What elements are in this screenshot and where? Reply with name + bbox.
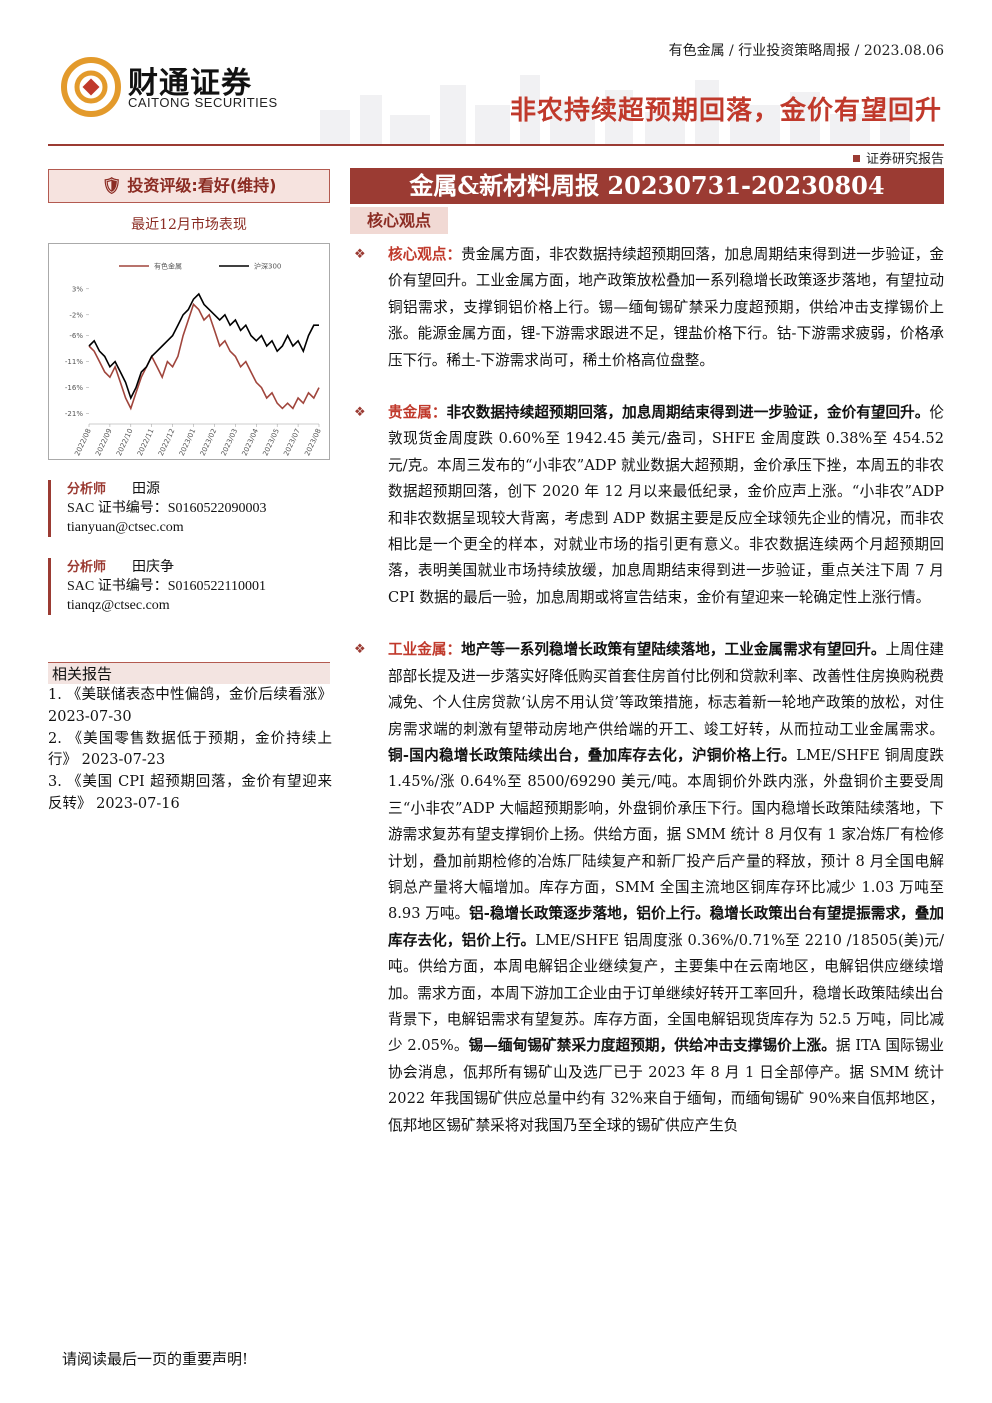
bold-text: 铜-国内稳增长政策陆续出台，叠加库存去化，沪铜价格上行。 bbox=[388, 746, 797, 764]
analyst: 分析师 田庆争 SAC 证书编号：S0160522110001 tianqz@ctse… bbox=[48, 558, 330, 615]
analyst-name-row: 分析师 田庆争 bbox=[67, 558, 330, 577]
x-tick-label: 2023/07 bbox=[282, 427, 302, 457]
bullet: ❖ bbox=[354, 642, 366, 658]
bullet: ❖ bbox=[354, 247, 366, 262]
related-title: 相关报告 bbox=[48, 662, 330, 684]
rating: 🛡 投资评级:看好(维持) bbox=[48, 169, 330, 203]
report-type: 证券研究报告 bbox=[853, 148, 944, 167]
paragraph: ❖ 贵金属：非农数据持续超预期回落，加息周期结束得到进一步验证，金价有望回升。伦敦… bbox=[354, 400, 944, 611]
body-text: LME/SHFE 铝周度涨 0.36%/0.71%至 2210 /18505(美… bbox=[388, 931, 944, 1055]
report-banner: 金属&新材料周报 20230731-20230804 bbox=[350, 168, 944, 204]
paragraph-label: 贵金属： bbox=[388, 404, 447, 422]
x-tick-label: 2023/05 bbox=[261, 427, 281, 457]
x-tick-label: 2023/01 bbox=[178, 427, 198, 457]
x-tick-label: 2022/09 bbox=[94, 427, 114, 457]
paragraph: ❖ 工业金属：地产等一系列稳增长政策有望陆续落地，工业金属需求有望回升。上周住建部… bbox=[354, 637, 944, 1139]
analyst-name-row: 分析师 田源 bbox=[67, 480, 330, 499]
bold-text: 铝-稳增长政策逐步落地，铝价上行。稳增长政策出台有望提振需求，叠加库存去化，铝价… bbox=[388, 905, 944, 949]
series-line bbox=[88, 302, 320, 411]
paragraphs: ❖ 核心观点：贵金属方面，非农数据持续超预期回落，加息周期结束得到进一步验证，金价… bbox=[354, 242, 944, 1165]
bold-text: 锡—缅甸锡矿禁采力度超预期，供给冲击支撑锡价上涨。 bbox=[468, 1037, 836, 1055]
headline: 非农持续超预期回落，金价有望回升 bbox=[509, 96, 942, 126]
analyst-name: 田庆争 bbox=[132, 560, 175, 575]
bold-text: 地产等一系列稳增长政策有望陆续落地，工业金属需求有望回升。 bbox=[461, 641, 886, 659]
analyst-label: 分析师 bbox=[67, 560, 107, 575]
section-tab: 核心观点 bbox=[350, 207, 448, 234]
x-tick-label: 2022/11 bbox=[136, 427, 156, 457]
analyst-email: tianqz@ctsec.com bbox=[67, 598, 170, 613]
legend-label: 有色金属 bbox=[154, 262, 182, 271]
analyst-label: 分析师 bbox=[67, 482, 107, 497]
bullet: ❖ bbox=[354, 405, 366, 421]
y-tick-label: -6% bbox=[69, 332, 83, 340]
rating-icon: 🛡 bbox=[101, 176, 128, 195]
paragraph-label: 工业金属： bbox=[388, 641, 462, 659]
y-tick-label: 3% bbox=[72, 285, 83, 293]
body-text: 上周住建部部长提及进一步落实好降低购买首套住房首付比例和贷款利率、改善性住房换购… bbox=[388, 641, 944, 738]
series-line bbox=[88, 292, 319, 401]
body-text: 伦敦现货金周度跌 0.60%至 1942.45 美元/盎司，SHFE 金周度跌 … bbox=[388, 404, 944, 606]
logo bbox=[61, 57, 121, 117]
body-text: 据 ITA 国际锡业协会消息，佤邦所有锡矿山及选厂已于 2023 年 8 月 1… bbox=[388, 1037, 944, 1134]
x-tick-label: 2023/08 bbox=[303, 427, 323, 457]
footer-notice: 请阅读最后一页的重要声明! bbox=[62, 1350, 249, 1368]
breadcrumb: 有色金属 / 行业投资策略周报 / 2023.08.06 bbox=[668, 43, 944, 59]
body-text: LME/SHFE 铜周度跌 1.45%/涨 0.64%至 8500/69290 … bbox=[388, 746, 944, 923]
x-tick-label: 2023/02 bbox=[199, 427, 219, 457]
analyst: 分析师 田源 SAC 证书编号：S0160522090003 tianyuan@cts… bbox=[48, 480, 330, 537]
chart: 3%-2%-6%-11%-16%-21%2022/08 2022/09 2022/1… bbox=[48, 243, 330, 460]
x-tick-label: 2022/08 bbox=[73, 427, 93, 457]
x-tick-label: 2023/03 bbox=[220, 427, 240, 457]
chart-caption: 最近12月市场表现 bbox=[131, 217, 247, 233]
y-tick-label: -16% bbox=[65, 384, 83, 392]
header-skyline bbox=[320, 75, 910, 145]
related-item: 1. 《美联储表态中性偏鸽，金价后续看涨》 2023-07-30 bbox=[48, 687, 332, 725]
company-name: 财通证券 bbox=[128, 66, 252, 101]
analyst-sac: SAC 证书编号：S0160522110001 bbox=[67, 579, 267, 594]
bold-text: 非农数据持续超预期回落，加息周期结束得到进一步验证，金价有望回升。 bbox=[446, 404, 930, 422]
y-tick-label: -2% bbox=[69, 311, 83, 319]
company-name-en: CAITONG SECURITIES bbox=[128, 95, 278, 110]
legend-label: 沪深300 bbox=[254, 262, 281, 271]
x-tick-label: 2022/10 bbox=[115, 427, 135, 457]
analyst-email: tianyuan@ctsec.com bbox=[67, 520, 184, 535]
related-item: 3. 《美国 CPI 超预期回落，金价有望迎来反转》 2023-07-16 bbox=[48, 774, 332, 812]
related-list: 1. 《美联储表态中性偏鸽，金价后续看涨》 2023-07-30 2. 《美国零售… bbox=[48, 685, 332, 816]
rating-text: 投资评级:看好(维持) bbox=[127, 176, 277, 195]
divider bbox=[48, 144, 944, 146]
y-tick-label: -11% bbox=[65, 358, 83, 366]
related-item: 2. 《美国零售数据低于预期，金价持续上行》 2023-07-23 bbox=[48, 730, 332, 769]
y-tick-label: -21% bbox=[65, 410, 83, 418]
body-text: 贵金属方面，非农数据持续超预期回落，加息周期结束得到进一步验证，金价有望回升。工… bbox=[388, 246, 944, 369]
paragraph-label: 核心观点： bbox=[388, 246, 462, 263]
x-tick-label: 2022/12 bbox=[157, 427, 177, 457]
x-tick-label: 2023/04 bbox=[241, 427, 261, 457]
analyst-name: 田源 bbox=[132, 482, 161, 497]
analyst-sac: SAC 证书编号：S0160522090003 bbox=[67, 501, 267, 516]
paragraph: ❖ 核心观点：贵金属方面，非农数据持续超预期回落，加息周期结束得到进一步验证，金价… bbox=[354, 242, 944, 374]
